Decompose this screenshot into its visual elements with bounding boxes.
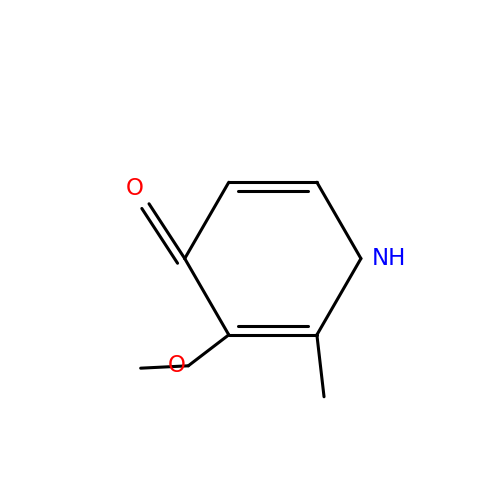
Text: O: O — [125, 177, 143, 200]
Text: O: O — [168, 354, 186, 377]
Text: NH: NH — [371, 247, 406, 270]
